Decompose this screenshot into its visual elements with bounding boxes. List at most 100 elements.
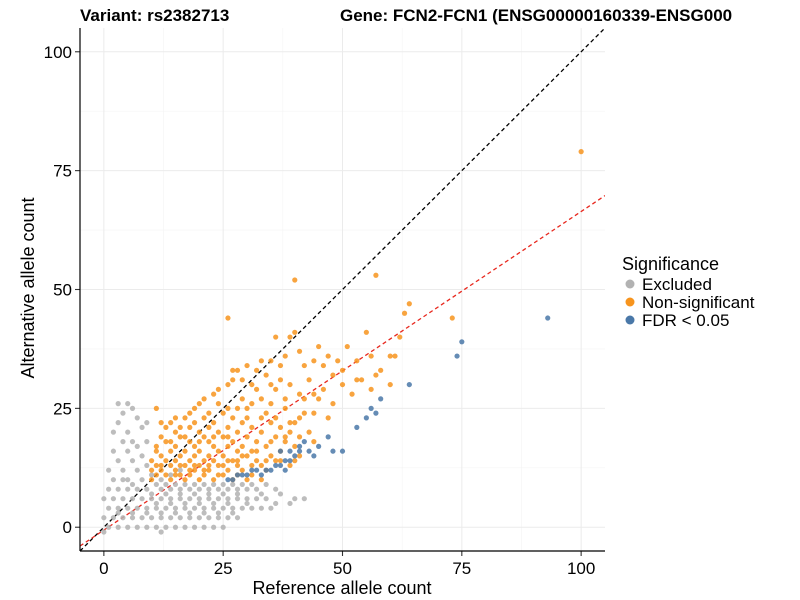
- point-non-significant: [325, 415, 331, 421]
- point-excluded: [115, 505, 121, 511]
- point-excluded: [148, 496, 155, 502]
- point-non-significant: [258, 429, 264, 435]
- point-excluded: [134, 415, 140, 421]
- point-non-significant: [234, 448, 241, 454]
- point-non-significant: [292, 458, 298, 464]
- point-excluded: [144, 510, 150, 516]
- point-excluded: [191, 481, 198, 488]
- point-excluded: [191, 505, 198, 511]
- point-excluded: [263, 481, 269, 488]
- point-non-significant: [287, 334, 293, 340]
- point-fdr-0-05: [277, 448, 284, 454]
- point-non-significant: [158, 453, 164, 459]
- point-fdr-0-05: [282, 467, 288, 473]
- point-excluded: [263, 496, 269, 502]
- point-non-significant: [196, 401, 202, 407]
- point-excluded: [125, 477, 131, 483]
- point-excluded: [110, 515, 117, 521]
- point-excluded: [177, 467, 183, 473]
- point-non-significant: [182, 415, 188, 421]
- point-excluded: [234, 486, 241, 492]
- point-non-significant: [311, 439, 317, 445]
- point-excluded: [168, 500, 174, 507]
- point-non-significant: [273, 334, 279, 340]
- point-excluded: [258, 505, 264, 511]
- y-tick-label: 50: [53, 281, 72, 300]
- point-excluded: [144, 439, 150, 445]
- point-excluded: [187, 515, 193, 521]
- point-excluded: [287, 500, 293, 507]
- point-excluded: [196, 515, 202, 521]
- point-fdr-0-05: [249, 467, 255, 473]
- point-excluded: [120, 467, 126, 473]
- point-excluded: [220, 491, 226, 497]
- point-non-significant: [215, 472, 222, 478]
- legend: Significance ExcludedNon-significantFDR …: [622, 254, 755, 330]
- point-excluded: [106, 505, 112, 511]
- point-excluded: [244, 486, 250, 492]
- point-non-significant: [339, 367, 346, 373]
- point-excluded: [134, 505, 140, 511]
- point-excluded: [258, 491, 264, 497]
- x-tick-label: 0: [99, 559, 108, 578]
- point-fdr-0-05: [277, 462, 284, 469]
- point-fdr-0-05: [330, 448, 336, 454]
- point-excluded: [201, 481, 207, 488]
- point-excluded: [211, 505, 217, 511]
- point-non-significant: [292, 277, 298, 283]
- point-non-significant: [158, 434, 164, 440]
- point-non-significant: [220, 453, 226, 459]
- point-non-significant: [191, 405, 198, 411]
- legend-label: FDR < 0.05: [642, 311, 729, 330]
- point-non-significant: [225, 467, 231, 473]
- point-excluded: [253, 496, 260, 502]
- point-excluded: [115, 401, 121, 407]
- point-non-significant: [239, 377, 245, 383]
- point-excluded: [110, 477, 117, 483]
- point-excluded: [206, 491, 212, 497]
- point-non-significant: [172, 467, 179, 473]
- point-excluded: [244, 500, 250, 507]
- point-non-significant: [177, 434, 183, 440]
- point-excluded: [115, 458, 121, 464]
- point-non-significant: [206, 439, 212, 445]
- point-excluded: [153, 524, 159, 530]
- point-excluded: [139, 453, 145, 459]
- point-excluded: [144, 524, 150, 530]
- point-non-significant: [201, 396, 207, 402]
- point-fdr-0-05: [406, 381, 412, 388]
- point-non-significant: [172, 429, 179, 435]
- point-non-significant: [211, 391, 217, 397]
- point-excluded: [125, 505, 131, 511]
- point-non-significant: [153, 405, 159, 411]
- point-non-significant: [168, 448, 174, 454]
- point-non-significant: [225, 381, 231, 388]
- point-non-significant: [273, 386, 279, 392]
- point-excluded: [201, 510, 207, 516]
- point-excluded: [115, 510, 121, 516]
- point-non-significant: [249, 448, 255, 454]
- point-excluded: [129, 439, 136, 445]
- point-excluded: [177, 496, 183, 502]
- point-non-significant: [263, 458, 269, 464]
- point-fdr-0-05: [545, 315, 551, 321]
- point-non-significant: [234, 462, 241, 469]
- point-excluded: [220, 524, 226, 530]
- point-non-significant: [211, 420, 217, 426]
- point-fdr-0-05: [325, 434, 331, 440]
- point-non-significant: [196, 448, 202, 454]
- legend-key: [625, 297, 635, 307]
- point-non-significant: [282, 353, 288, 359]
- point-non-significant: [148, 477, 155, 483]
- point-non-significant: [244, 415, 250, 421]
- point-non-significant: [187, 467, 193, 473]
- point-non-significant: [363, 329, 369, 335]
- point-non-significant: [182, 448, 188, 454]
- point-non-significant: [163, 458, 169, 464]
- plot-grid: [80, 28, 605, 551]
- point-excluded: [211, 481, 217, 488]
- point-non-significant: [387, 381, 393, 388]
- point-non-significant: [153, 443, 159, 449]
- point-excluded: [125, 524, 131, 530]
- point-excluded: [172, 505, 179, 511]
